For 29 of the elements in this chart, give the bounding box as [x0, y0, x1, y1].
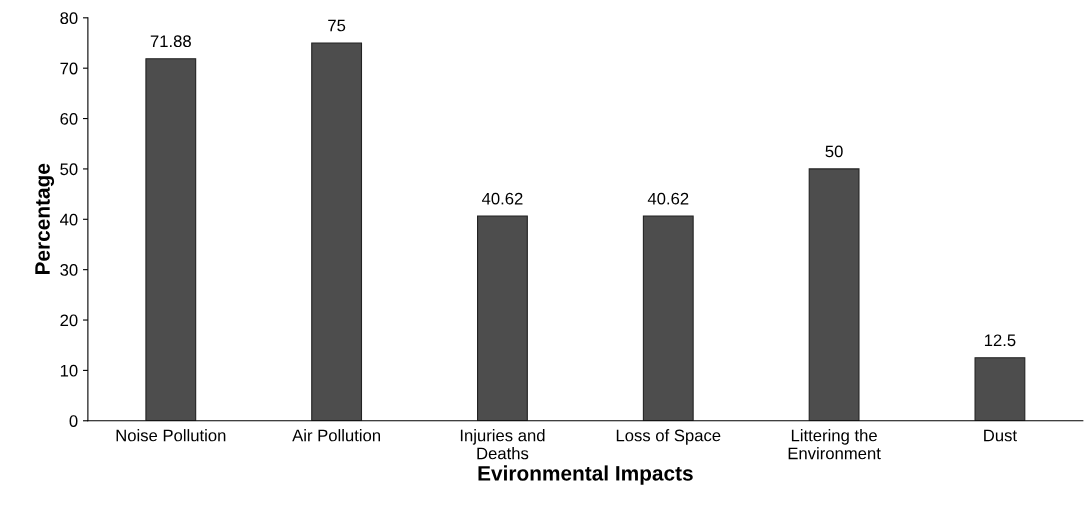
bar [311, 42, 363, 421]
bar [642, 215, 694, 421]
y-tick-label: 40 [60, 213, 78, 226]
x-tick-label: Loss of Space [616, 429, 721, 445]
data-label: 12.5 [984, 334, 1016, 347]
y-tick-label: 80 [60, 12, 78, 25]
bar [477, 215, 528, 421]
y-tick-label: 20 [60, 314, 78, 327]
x-tick-label: Dust [984, 429, 1017, 442]
data-label: 40.62 [647, 192, 689, 205]
x-axis-title: Evironmental Impacts [478, 465, 693, 485]
data-label: 40.62 [481, 192, 523, 205]
x-tick-label: Noise Pollution [116, 429, 226, 442]
bar [145, 58, 197, 421]
data-label: 75 [328, 19, 346, 32]
y-tick-label: 70 [60, 62, 78, 75]
y-tick-label: 0 [69, 415, 78, 427]
x-tick-label: Air Pollution [292, 429, 381, 442]
y-tick-label: 60 [60, 112, 78, 125]
bar [974, 357, 1026, 421]
x-tick-label: Littering the Environment [788, 429, 881, 460]
y-axis-title: Percentage [35, 163, 55, 275]
data-label: 50 [825, 145, 843, 158]
y-tick-label: 50 [60, 163, 78, 176]
data-label: 71.88 [150, 35, 191, 48]
y-tick-label: 10 [60, 364, 78, 377]
y-tick-label: 30 [60, 264, 78, 276]
bar [808, 168, 860, 421]
x-tick-label: Injuries and Deaths [460, 429, 545, 460]
